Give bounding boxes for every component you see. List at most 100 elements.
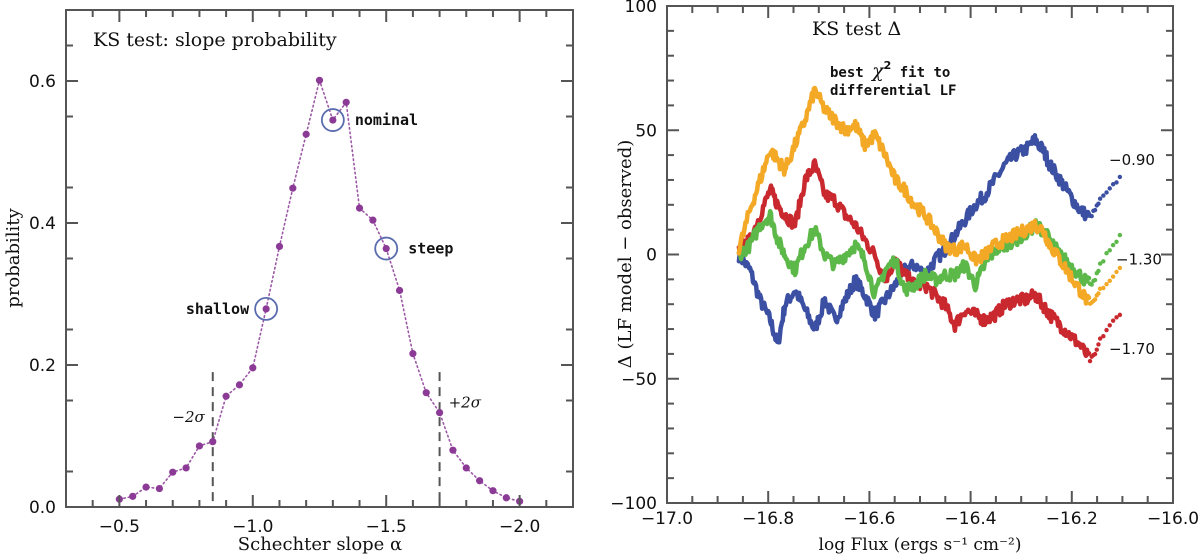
series-tail-point: [1096, 342, 1101, 347]
probability-dotted-line: [118, 77, 521, 503]
sigma-label: +2σ: [449, 394, 482, 412]
series-tail-point: [1117, 265, 1123, 271]
series-tail-point: [1107, 186, 1112, 191]
x-tick-label: −16.4: [945, 509, 997, 529]
left-plot-marks: −2σ +2σ shallow nominal steep: [115, 76, 524, 507]
highlight-circle: [374, 236, 399, 261]
series-tail-point: [1107, 278, 1112, 284]
y-tick-label: −100: [610, 494, 657, 514]
annotation-text: best: [830, 65, 872, 81]
right-chart-panel: −0.90 −1.70 −1.30 −17.0 −16.8 −16.6 −16.4 −16.…: [610, 0, 1199, 555]
probability-point: [476, 477, 484, 485]
probability-point: [262, 305, 270, 313]
y-tick-label: 0: [646, 246, 657, 266]
probability-point: [395, 286, 404, 295]
right-y-axis-label: Δ (LF model − observed): [615, 140, 636, 369]
series-tail-point: [1104, 327, 1109, 333]
series-tail-point: [1101, 285, 1106, 291]
series-tail-point: [1097, 261, 1103, 266]
series-slope-0-90: −0.90: [736, 133, 1155, 345]
probability-point: [315, 76, 324, 84]
right-chart-title: KS test Δ: [812, 18, 901, 40]
probability-point: [462, 464, 470, 472]
series-tail-point: [1092, 277, 1098, 283]
series-tail-point: [1096, 201, 1101, 206]
left-y-axis-label: probability: [3, 207, 24, 307]
superscript-2: 2: [884, 59, 892, 72]
series-tail-point: [1104, 190, 1109, 195]
right-axis-ticks: −17.0 −16.8 −16.6 −16.4 −16.2 −16.0 −100 −50 0 50…: [610, 0, 1199, 529]
right-plot-marks: −0.90 −1.70 −1.30: [736, 85, 1162, 364]
highlight-circle: [320, 108, 345, 132]
probability-point: [275, 242, 284, 251]
y-tick-label: 0.4: [29, 214, 56, 234]
series-tail-point: [1110, 242, 1116, 248]
series-label: −0.90: [1109, 151, 1155, 169]
probability-point: [249, 364, 257, 372]
highlight-label-nominal: nominal: [355, 111, 418, 129]
y-tick-label: 0.6: [29, 72, 56, 92]
probability-point: [155, 484, 163, 493]
series-tail-point: [1114, 315, 1119, 320]
x-tick-label: −1.5: [366, 517, 407, 537]
probability-point: [489, 487, 497, 495]
y-tick-label: 50: [635, 121, 657, 141]
series-tail-point: [1107, 323, 1112, 328]
series-tail-point: [1089, 282, 1094, 287]
x-tick-label: −16.8: [742, 509, 794, 529]
probability-point: [222, 392, 230, 400]
y-tick-label: 100: [625, 0, 657, 17]
series-tail-point: [1097, 196, 1103, 201]
series-line: [736, 85, 1092, 306]
series-tail-point: [1097, 336, 1103, 341]
left-axis-ticks: −0.5 −1.0 −1.5 −2.0 0.0 0.2 0.4 0.6: [29, 10, 574, 537]
probability-point: [355, 204, 364, 212]
right-x-axis-label: log Flux (ergs s⁻¹ cm⁻²): [819, 535, 1022, 555]
probability-point: [182, 464, 190, 472]
series-line: [736, 158, 1092, 359]
left-chart-title: KS test: slope probability: [93, 29, 337, 51]
probability-point: [369, 216, 377, 224]
probability-point: [235, 381, 244, 389]
series-tail-point: [1117, 174, 1123, 180]
annotation-text: fit to: [891, 65, 950, 81]
x-tick-label: −17.0: [641, 509, 693, 529]
chi-symbol: χ: [870, 60, 885, 82]
series-tail-point: [1092, 207, 1098, 213]
series-best-fit: [736, 85, 1123, 306]
probability-point: [342, 98, 350, 106]
series-slope-1-70: −1.70: [736, 158, 1155, 364]
probability-point: [289, 184, 297, 192]
y-tick-label: 0.2: [29, 356, 56, 376]
x-tick-label: −0.5: [99, 517, 140, 537]
left-chart-panel: −2σ +2σ shallow nominal steep −0.5 −1.0 −1.5 −2…: [3, 9, 574, 555]
highlight-label-shallow: shallow: [186, 300, 250, 318]
series-tail-point: [1107, 248, 1112, 253]
sigma-label: −2σ: [172, 408, 205, 426]
x-tick-label: −16.2: [1046, 509, 1098, 529]
series-line: [736, 133, 1092, 345]
x-tick-label: −16.6: [843, 509, 895, 529]
series-tail-point: [1096, 268, 1101, 274]
series-tail-point: [1114, 239, 1119, 245]
series-tail-point: [1110, 274, 1116, 279]
left-axes-frame: [65, 9, 574, 508]
x-tick-label: −16.0: [1147, 509, 1199, 529]
probability-point: [435, 408, 444, 417]
y-tick-label: 0.0: [29, 498, 56, 518]
series-tail-point: [1110, 318, 1116, 323]
probability-point: [409, 350, 417, 358]
annotation-best-fit-line1: best χ2 fit to: [830, 59, 950, 82]
annotation-best-fit-line2: differential LF: [830, 83, 956, 99]
series-tail-point: [1117, 312, 1123, 318]
y-tick-label: −50: [621, 370, 657, 390]
x-tick-label: −2.0: [499, 517, 540, 537]
series-tail-point: [1104, 281, 1109, 287]
series-tail-point: [1101, 193, 1106, 198]
probability-point: [329, 116, 337, 124]
probability-point: [502, 494, 510, 502]
probability-point: [302, 130, 310, 138]
probability-point: [142, 483, 150, 491]
highlight-circle: [254, 297, 279, 321]
probability-point: [129, 492, 137, 500]
